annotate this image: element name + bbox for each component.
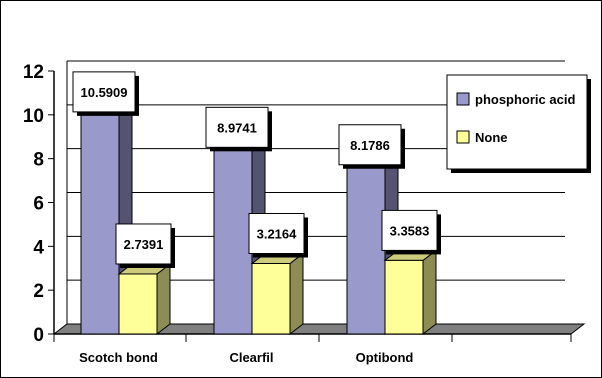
- bar-side: [289, 252, 304, 336]
- bar-front: [384, 259, 424, 335]
- data-label: 3.3583: [390, 223, 430, 238]
- category-label: Optibond: [356, 350, 414, 365]
- y-tick-label: 6: [33, 194, 44, 215]
- data-label: 3.2164: [257, 227, 298, 242]
- y-tick-label: 2: [33, 281, 44, 302]
- bar-front: [346, 154, 386, 335]
- data-label-box: [338, 124, 402, 166]
- bar-front: [251, 263, 291, 335]
- bar-front: [118, 273, 158, 335]
- legend-swatch: [456, 92, 470, 106]
- y-tick-label: 12: [23, 62, 44, 83]
- data-label-box: [72, 71, 136, 113]
- data-label: 8.1786: [350, 138, 390, 153]
- data-label-box: [248, 213, 305, 255]
- y-axis: 0 2 4 6 8 10 12: [23, 61, 68, 346]
- legend-entry: phosphoric acid: [475, 92, 575, 107]
- data-label: 10.5909: [81, 85, 128, 100]
- bar-none: [117, 262, 172, 336]
- category-label: Scotch bond: [79, 350, 158, 365]
- bar-none: [383, 249, 438, 336]
- legend-box: [446, 74, 588, 170]
- bar-side: [156, 262, 171, 336]
- x-axis: Scotch bond Clearfil Optibond: [53, 334, 572, 365]
- data-label-box: [205, 106, 269, 148]
- data-label-box: [115, 223, 172, 265]
- bar-front: [213, 136, 253, 335]
- bar-none: [250, 252, 305, 336]
- legend: phosphoric acid None: [446, 74, 591, 173]
- bar-side: [422, 249, 437, 336]
- data-label: 2.7391: [124, 237, 164, 252]
- y-tick-label: 4: [33, 237, 44, 258]
- data-label-box: [381, 209, 438, 251]
- y-tick-label: 8: [33, 150, 44, 171]
- category-label: Clearfil: [229, 350, 273, 365]
- data-labels: 10.5909 2.7391 8.9741 3.2164 8.1786 3.3583: [72, 71, 441, 268]
- data-label: 8.9741: [217, 120, 257, 135]
- legend-entry: None: [475, 130, 508, 145]
- y-tick-label: 0: [33, 325, 44, 346]
- y-tick-label: 10: [23, 106, 44, 127]
- bar-front: [80, 101, 120, 335]
- legend-swatch: [456, 130, 470, 144]
